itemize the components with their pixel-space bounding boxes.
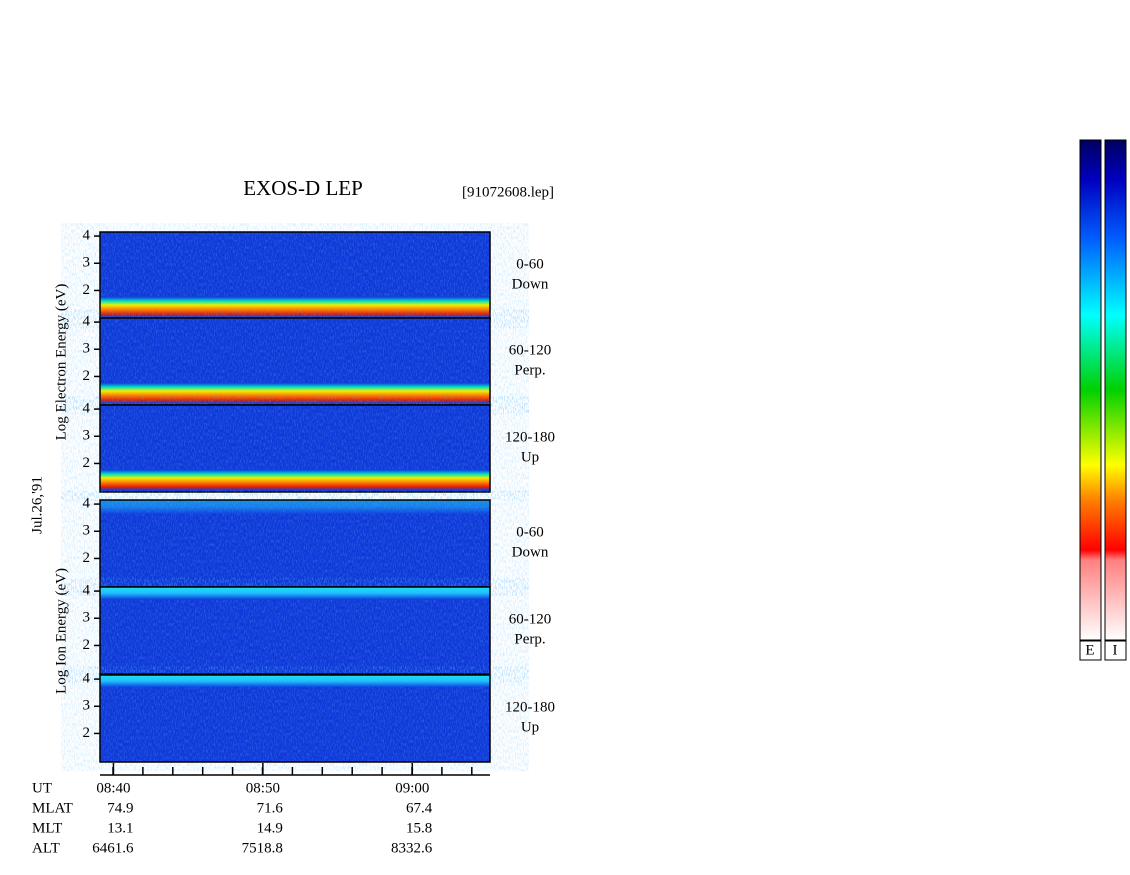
spectrogram-band [100,297,490,317]
x-tick-label: 09:00 [395,780,429,796]
ephemeris-value: 8332.6 [391,840,433,856]
y-tick-label: 4 [83,496,91,512]
panel-angle: 120-180 [505,699,555,715]
panel-frame [99,404,491,493]
y-tick-label: 2 [83,637,91,653]
x-tick-label: 08:40 [96,780,130,796]
panel-angle: 60-120 [509,342,552,358]
panel-angle: 120-180 [505,429,555,445]
colorbar-label-box [1079,640,1102,661]
panel-direction: Up [521,449,539,465]
spectrogram-band [100,675,490,687]
colorbar [1079,139,1102,641]
colorbar-label: E [1085,642,1094,658]
ephemeris-value: 14.9 [257,820,283,836]
y-tick-label: 4 [83,314,91,330]
y-tick-label: 2 [83,725,91,741]
colorbar-label: I [1113,642,1118,658]
ephemeris-name: ALT [32,840,60,856]
file-label: [91072608.lep] [462,184,554,200]
ephemeris-value: 67.4 [406,800,433,816]
y-tick-label: 3 [83,428,91,444]
title: EXOS-D LEP [243,176,363,200]
y-tick-label: 4 [83,583,91,599]
spectrogram-band [100,383,490,403]
colorbar-label-box [1104,640,1127,661]
y-tick-label: 3 [83,610,91,626]
y-tick-label: 3 [83,698,91,714]
spectrogram-band [100,470,490,490]
ephemeris-value: 6461.6 [92,840,134,856]
y-tick-label: 4 [83,671,91,687]
y-tick-label: 2 [83,455,91,471]
y-tick-label: 3 [83,523,91,539]
x-axis-label: UT [32,780,52,796]
panel-direction: Down [512,544,549,560]
panel-direction: Perp. [514,631,545,647]
ephemeris-value: 7518.8 [242,840,283,856]
ephemeris-value: 15.8 [406,820,432,836]
spectrogram-texture [100,587,490,674]
spectrogram-texture [100,500,490,587]
y-tick-label: 2 [83,550,91,566]
panel-frame [99,586,491,675]
date-label: Jul.26,'91 [29,476,45,534]
y-tick-label: 3 [83,341,91,357]
y-tick-label: 4 [83,401,91,417]
y-tick-label: 2 [83,368,91,384]
spectrogram-band [100,500,490,514]
colorbar [1104,139,1127,641]
spectrogram-texture [100,675,490,762]
y-axis-label: Log Electron Energy (eV) [53,284,69,441]
ephemeris-value: 74.9 [107,800,133,816]
panel-angle: 0-60 [516,256,544,272]
ephemeris-name: MLT [32,820,62,836]
ephemeris-name: MLAT [32,800,73,816]
panel-angle: 0-60 [516,524,544,540]
panel-frame [99,674,491,763]
panel-angle: 60-120 [509,611,552,627]
panel-direction: Up [521,719,539,735]
y-tick-label: 2 [83,282,91,298]
y-axis-label: Log Ion Energy (eV) [53,568,69,694]
ephemeris-value: 13.1 [107,820,133,836]
y-tick-label: 3 [83,255,91,271]
y-tick-label: 4 [83,228,91,244]
x-tick-label: 08:50 [246,780,280,796]
panel-direction: Perp. [514,362,545,378]
spectrogram-band [100,587,490,599]
ephemeris-value: 71.6 [257,800,284,816]
panel-direction: Down [512,276,549,292]
